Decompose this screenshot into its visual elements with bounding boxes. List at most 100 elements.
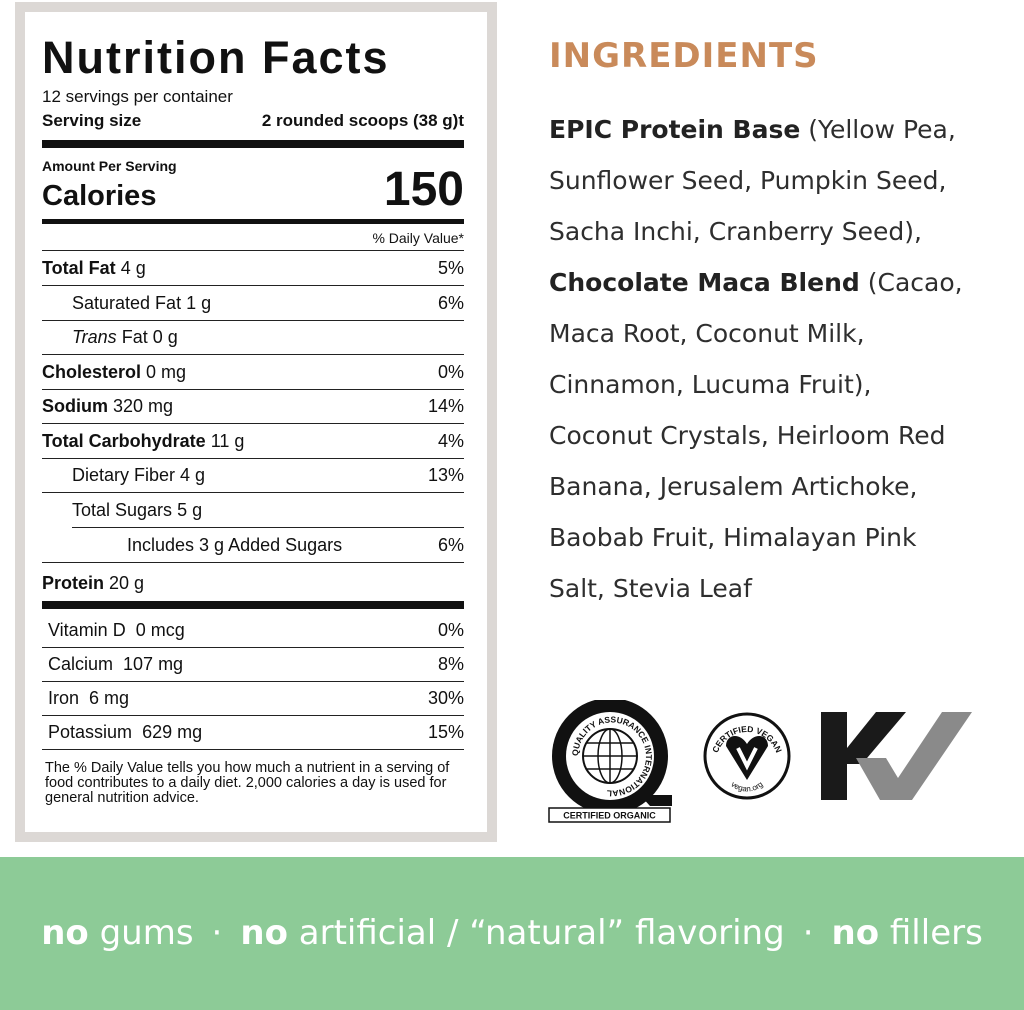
nutrient-daily-value: 6% bbox=[437, 535, 464, 555]
nutrient-daily-value: 13% bbox=[427, 465, 464, 485]
banner-item-text: gums bbox=[99, 913, 194, 953]
nutrient-name: Fat bbox=[121, 327, 148, 347]
nutrient-amount: 1 g bbox=[186, 292, 212, 313]
qai-logo: QUALITY ASSURANCE INTERNATIONAL CERTIFIE… bbox=[548, 700, 672, 823]
nutrient-name: Total Sugars bbox=[72, 499, 173, 520]
banner-item-emphasis: no bbox=[41, 913, 89, 953]
nutrient-name: Includes 3 g Added Sugars bbox=[127, 535, 343, 555]
ingredient-text: (Cacao, Maca Root, Coconut Milk, Cinnamo… bbox=[549, 268, 963, 603]
banner-item-emphasis: no bbox=[831, 913, 880, 953]
nutrient-name-group: Cholesterol 0 mg bbox=[42, 355, 186, 389]
vitamin-amount: 0 mcg bbox=[135, 620, 185, 640]
banner-item: no artificial / “natural” flavoring bbox=[240, 913, 784, 953]
vitamin-row: Vitamin D 0 mcg 0% bbox=[42, 613, 464, 647]
nutrient-daily-value: 6% bbox=[437, 292, 464, 313]
ingredient-group: EPIC Protein Base bbox=[549, 115, 801, 144]
nutrient-name-group: Total Sugars 5 g bbox=[72, 493, 202, 527]
svg-text:vegan.org: vegan.org bbox=[729, 780, 764, 794]
nutrient-row: Protein 20 g bbox=[42, 566, 464, 600]
banner-item-text: artificial / “natural” flavoring bbox=[298, 913, 785, 953]
nutrient-daily-value: 14% bbox=[427, 396, 464, 416]
rule bbox=[42, 749, 464, 750]
nutrient-row: Total Carbohydrate 11 g 4% bbox=[42, 424, 464, 458]
ingredients-heading: INGREDIENTS bbox=[549, 36, 819, 76]
banner-item-emphasis: no bbox=[240, 913, 288, 953]
nutrient-name-group: Dietary Fiber 4 g bbox=[72, 458, 205, 492]
rule bbox=[42, 388, 464, 390]
rule bbox=[42, 319, 464, 321]
calories-label: Calories bbox=[42, 180, 157, 212]
nutrient-name: Total Carbohydrate bbox=[42, 430, 206, 451]
nutrient-name: Dietary Fiber bbox=[72, 465, 176, 485]
vitamin-amount: 107 mg bbox=[123, 654, 184, 674]
vegan-site: vegan.org bbox=[729, 780, 764, 794]
nutrient-name-italic: Trans bbox=[72, 327, 117, 347]
calories-value: 150 bbox=[383, 163, 464, 216]
nutrient-name-group: Includes 3 g Added Sugars bbox=[127, 528, 342, 562]
serving-size-value: 2 rounded scoops (38 g)t bbox=[261, 111, 464, 130]
separator: · bbox=[211, 913, 223, 953]
nutrient-amount: 320 mg bbox=[113, 396, 174, 416]
nutrient-row: Total Fat 4 g 5% bbox=[42, 251, 464, 285]
thick-rule bbox=[42, 140, 464, 148]
ingredients-text: EPIC Protein Base (Yellow Pea, Sunflower… bbox=[549, 104, 974, 614]
rule bbox=[42, 457, 464, 459]
vitamin-name-group: Vitamin D 0 mcg bbox=[48, 613, 185, 647]
vitamin-amount: 6 mg bbox=[89, 688, 130, 708]
nutrient-row: Trans Fat 0 g bbox=[42, 320, 464, 354]
serving-size-label: Serving size bbox=[42, 111, 142, 130]
banner-item-text: fillers bbox=[889, 913, 983, 953]
ingredient-text: (Yellow Pea, Sunflower Seed, Pumpkin See… bbox=[549, 115, 956, 246]
nutrient-name-group: Total Carbohydrate 11 g bbox=[42, 424, 244, 458]
vitamin-daily-value: 8% bbox=[437, 654, 464, 674]
vitamin-daily-value: 0% bbox=[437, 620, 464, 640]
nutrient-name-group: Trans Fat 0 g bbox=[72, 320, 178, 354]
nutrient-row: Total Sugars 5 g bbox=[42, 493, 464, 527]
nutrient-row: Cholesterol 0 mg 0% bbox=[42, 355, 464, 389]
nutrient-name: Sodium bbox=[42, 396, 108, 416]
servings: 12 servings per container bbox=[42, 87, 233, 106]
rule bbox=[42, 681, 464, 682]
nutrient-amount: 0 mg bbox=[146, 361, 187, 382]
separator: · bbox=[802, 913, 814, 953]
nutrient-amount: 4 g bbox=[180, 465, 206, 485]
nutrient-amount: 11 g bbox=[210, 430, 245, 451]
organic-label: CERTIFIED ORGANIC bbox=[563, 811, 656, 821]
banner: no gums · no artificial / “natural” flavor… bbox=[0, 857, 1024, 1010]
daily-value-header: % Daily Value* bbox=[372, 230, 464, 246]
vitamin-row: Potassium 629 mg 15% bbox=[42, 715, 464, 749]
vitamin-name-group: Potassium 629 mg bbox=[48, 715, 202, 749]
banner-item: no gums bbox=[41, 913, 193, 953]
vitamin-row: Calcium 107 mg 8% bbox=[42, 647, 464, 681]
vitamin-name: Calcium bbox=[48, 654, 114, 674]
ingredient-group: Chocolate Maca Blend bbox=[549, 268, 860, 297]
vegan-logo: CERTIFIED VEGAN vegan.org bbox=[703, 712, 791, 800]
rule bbox=[42, 285, 464, 286]
rule bbox=[42, 423, 464, 424]
nutrient-amount: 0 g bbox=[152, 327, 178, 347]
vitamin-amount: 629 mg bbox=[142, 722, 203, 742]
nutrient-row: Sodium 320 mg 14% bbox=[42, 389, 464, 423]
nutrient-name: Saturated Fat bbox=[72, 292, 182, 313]
nutrient-daily-value: 5% bbox=[437, 258, 464, 278]
nutrient-amount: 20 g bbox=[109, 572, 145, 593]
kv-logo bbox=[821, 712, 972, 800]
nutrient-name-group: Total Fat 4 g bbox=[42, 251, 146, 285]
vitamin-name-group: Calcium 107 mg bbox=[48, 647, 183, 681]
footnote: The % Daily Value tells you how much a n… bbox=[45, 760, 450, 806]
nutrient-amount: 5 g bbox=[177, 499, 203, 520]
nutrient-name-group: Saturated Fat 1 g bbox=[72, 286, 211, 320]
vitamin-name: Iron bbox=[48, 688, 80, 708]
rule bbox=[42, 562, 464, 563]
nutrient-amount: 4 g bbox=[120, 258, 146, 278]
nutrient-row: Includes 3 g Added Sugars 6% bbox=[42, 528, 464, 562]
nutrient-name-group: Protein 20 g bbox=[42, 566, 144, 600]
nutrient-row: Dietary Fiber 4 g 13% bbox=[42, 458, 464, 492]
nutrient-name-group: Sodium 320 mg bbox=[42, 389, 173, 423]
nutrition-title: Nutrition Facts bbox=[42, 32, 390, 83]
vitamin-name-group: Iron 6 mg bbox=[48, 681, 129, 715]
rule bbox=[42, 250, 464, 251]
vitamin-name: Potassium bbox=[48, 722, 133, 742]
vitamin-name: Vitamin D bbox=[48, 620, 126, 640]
